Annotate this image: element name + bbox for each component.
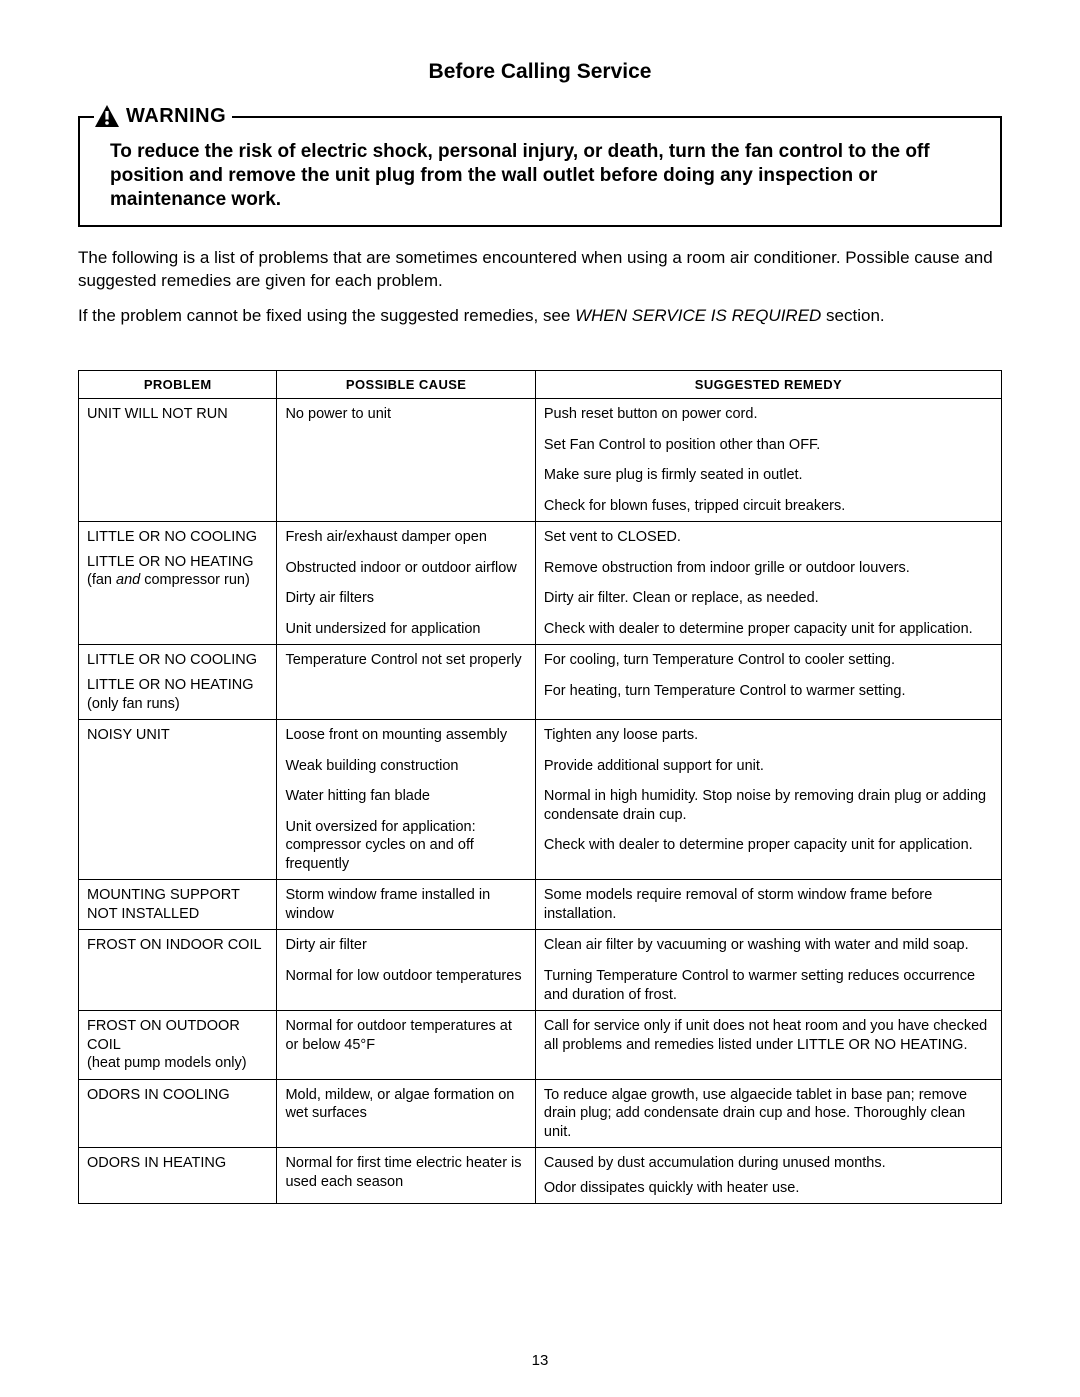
problem-cell: FROST ON OUTDOOR COIL (heat pump models … xyxy=(79,1011,276,1079)
remedy-cell: Check with dealer to determine proper ca… xyxy=(536,614,1001,645)
remedy-cell: Remove obstruction from indoor grille or… xyxy=(536,553,1001,584)
problem-sub2b: compressor run) xyxy=(140,572,250,588)
warning-text: To reduce the risk of electric shock, pe… xyxy=(110,140,984,211)
problem-sub: (heat pump models only) xyxy=(87,1055,247,1071)
remedy-a: Call for service xyxy=(544,1018,644,1034)
problem-cell: LITTLE OR NO COOLING xyxy=(79,645,276,676)
cause-cell: Unit oversized for application: compress… xyxy=(277,812,534,880)
page-number: 13 xyxy=(0,1352,1080,1369)
problem-sub2: (only fan runs) xyxy=(87,696,180,712)
warning-box: WARNING To reduce the risk of electric s… xyxy=(78,116,1002,227)
table-row: FROST ON OUTDOOR COIL (heat pump models … xyxy=(79,1011,1002,1080)
cause-cell: Mold, mildew, or algae formation on wet … xyxy=(277,1080,534,1129)
remedy-cell: Check for blown fuses, tripped circuit b… xyxy=(536,491,1001,522)
remedy-cell: Dirty air filter. Clean or replace, as n… xyxy=(536,583,1001,614)
troubleshooting-table-wrap: PROBLEM POSSIBLE CAUSE SUGGESTED REMEDY … xyxy=(78,370,1002,1204)
table-row: ODORS IN COOLING Mold, mildew, or algae … xyxy=(79,1079,1002,1148)
cause-cell: Water hitting fan blade xyxy=(277,781,534,812)
header-problem: PROBLEM xyxy=(79,371,277,399)
remedy-cell: Clean air filter by vacuuming or washing… xyxy=(536,930,1001,961)
remedy-cell: For heating, turn Temperature Control to… xyxy=(536,676,1001,707)
table-row: FROST ON INDOOR COIL Dirty air filter No… xyxy=(79,930,1002,1011)
remedy-cell: Provide additional support for unit. xyxy=(536,751,1001,782)
cause-cell: Loose front on mounting assembly xyxy=(277,720,534,751)
header-cause: POSSIBLE CAUSE xyxy=(277,371,535,399)
remedy-cell: Set Fan Control to position other than O… xyxy=(536,430,1001,461)
page-title: Before Calling Service xyxy=(78,60,1002,84)
remedy-cell: Make sure plug is firmly seated in outle… xyxy=(536,460,1001,491)
cause-cell: No power to unit xyxy=(277,399,534,430)
cause-cell: Normal for outdoor temperatures at or be… xyxy=(277,1011,534,1060)
problem-cell: ODORS IN COOLING xyxy=(79,1080,276,1111)
intro-paragraph-2: If the problem cannot be fixed using the… xyxy=(78,305,1002,328)
cause-cell: Dirty air filters xyxy=(277,583,534,614)
intro2-tail: section. xyxy=(821,306,884,325)
intro-paragraph-1: The following is a list of problems that… xyxy=(78,247,1002,293)
cause-cell: Temperature Control not set properly xyxy=(277,645,534,676)
table-row: LITTLE OR NO COOLING LITTLE OR NO HEATIN… xyxy=(79,645,1002,720)
remedy-i: only xyxy=(644,1018,671,1034)
remedy-cell: Set vent to CLOSED. xyxy=(536,522,1001,553)
remedy-cell: Tighten any loose parts. xyxy=(536,720,1001,751)
problem-cell: FROST ON INDOOR COIL xyxy=(79,930,276,961)
problem-sub2a: (fan xyxy=(87,572,116,588)
remedy-cell: Caused by dust accumulation during unuse… xyxy=(536,1148,1001,1179)
cause-cell: Obstructed indoor or outdoor airflow xyxy=(277,553,534,584)
table-row: ODORS IN HEATING Normal for first time e… xyxy=(79,1148,1002,1204)
intro2-ital: WHEN SERVICE IS REQUIRED xyxy=(575,306,821,325)
problem-sub1: LITTLE OR NO HEATING xyxy=(87,677,254,693)
intro2-lead: If the problem cannot be fixed using the… xyxy=(78,306,575,325)
problem-sub1: LITTLE OR NO HEATING xyxy=(87,554,254,570)
problem-main: FROST ON OUTDOOR COIL xyxy=(87,1018,240,1053)
cause-cell: Normal for low outdoor temperatures xyxy=(277,961,534,992)
cause-cell: Normal for first time electric heater is… xyxy=(277,1148,534,1197)
cause-cell: Storm window frame installed in window xyxy=(277,880,534,929)
table-row: MOUNTING SUPPORT NOT INSTALLED Storm win… xyxy=(79,880,1002,930)
remedy-cell: Some models require removal of storm win… xyxy=(536,880,1001,929)
remedy-cell: Normal in high humidity. Stop noise by r… xyxy=(536,781,1001,830)
cause-cell: Unit undersized for application xyxy=(277,614,534,645)
problem-cell: LITTLE OR NO COOLING xyxy=(79,522,276,553)
remedy-cell: Turning Temperature Control to warmer se… xyxy=(536,961,1001,1010)
problem-cell: LITTLE OR NO HEATING (only fan runs) xyxy=(79,676,276,719)
remedy-cell: For cooling, turn Temperature Control to… xyxy=(536,645,1001,676)
problem-sub2i: and xyxy=(116,572,140,588)
remedy-cell: To reduce algae growth, use algaecide ta… xyxy=(536,1080,1001,1148)
remedy-cell: Check with dealer to determine proper ca… xyxy=(536,830,1001,861)
warning-header: WARNING xyxy=(94,104,232,128)
warning-icon xyxy=(94,104,120,128)
table-row: NOISY UNIT Loose front on mounting assem… xyxy=(79,720,1002,880)
table-row: UNIT WILL NOT RUN No power to unit Push … xyxy=(79,399,1002,522)
cause-cell: Weak building construction xyxy=(277,751,534,782)
troubleshooting-table: PROBLEM POSSIBLE CAUSE SUGGESTED REMEDY … xyxy=(78,370,1002,1204)
cause-cell: Dirty air filter xyxy=(277,930,534,961)
remedy-cell: Call for service only if unit does not h… xyxy=(536,1011,1001,1060)
problem-cell: ODORS IN HEATING xyxy=(79,1148,276,1179)
remedy-cell: Push reset button on power cord. xyxy=(536,399,1001,430)
table-header-row: PROBLEM POSSIBLE CAUSE SUGGESTED REMEDY xyxy=(79,371,1002,399)
remedy-cell: Odor dissipates quickly with heater use. xyxy=(536,1179,1001,1204)
problem-cell: LITTLE OR NO HEATING (fan and compressor… xyxy=(79,553,276,596)
problem-cell: MOUNTING SUPPORT NOT INSTALLED xyxy=(79,880,276,929)
problem-cell: UNIT WILL NOT RUN xyxy=(79,399,276,430)
table-row: LITTLE OR NO COOLING LITTLE OR NO HEATIN… xyxy=(79,522,1002,645)
header-remedy: SUGGESTED REMEDY xyxy=(535,371,1001,399)
problem-cell: NOISY UNIT xyxy=(79,720,276,751)
warning-label: WARNING xyxy=(126,105,226,128)
cause-cell: Fresh air/exhaust damper open xyxy=(277,522,534,553)
